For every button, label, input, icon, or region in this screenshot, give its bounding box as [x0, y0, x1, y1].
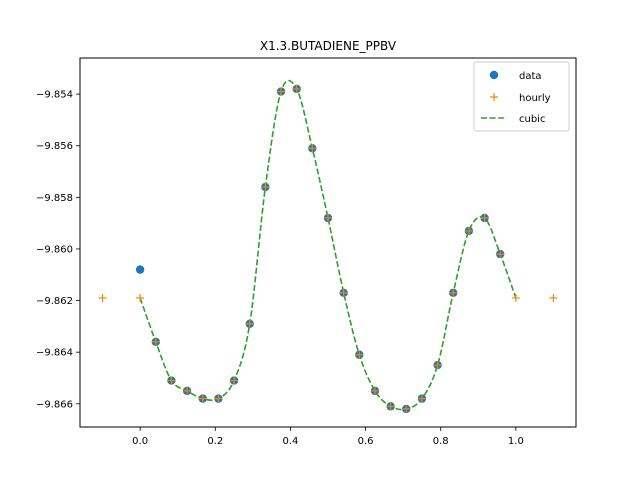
y-tick-label: −9.858	[36, 193, 73, 204]
y-tick-label: −9.854	[36, 90, 73, 101]
series-hourly-point	[433, 361, 442, 370]
y-tick-label: −9.860	[36, 244, 73, 255]
chart-title: X1.3.BUTADIENE_PPBV	[260, 39, 397, 53]
x-tick-label: 0.8	[433, 436, 449, 447]
series-hourly-point	[151, 337, 160, 346]
x-tick-label: 0.6	[358, 436, 374, 447]
legend-data-marker	[489, 70, 499, 80]
legend-hourly-marker	[490, 93, 498, 101]
series-hourly-point	[198, 394, 207, 403]
series-hourly-point	[496, 250, 505, 259]
y-tick-label: −9.862	[36, 296, 73, 307]
x-tick-label: 0.4	[282, 436, 298, 447]
x-tick-label: 0.2	[207, 436, 223, 447]
series-hourly-point	[277, 87, 286, 96]
series-hourly-point	[402, 404, 411, 413]
series-hourly-point	[355, 350, 364, 359]
legend-cubic-label: cubic	[519, 114, 545, 125]
series-hourly-point	[245, 319, 254, 328]
series-hourly-point	[480, 213, 489, 222]
x-tick-label: 0.0	[132, 436, 148, 447]
series-hourly-point	[261, 183, 270, 192]
series-hourly-point	[449, 288, 458, 297]
series-data-point	[135, 265, 145, 274]
series-hourly-point	[511, 293, 520, 302]
axes: 0.0 0.2 0.4 0.6 0.8 1.0 −9.866 −9.864 −9.862 −9.8…	[36, 57, 577, 447]
legend-data-label: data	[519, 71, 542, 82]
series-hourly-point	[370, 386, 379, 395]
series-hourly-point	[167, 376, 176, 385]
series-hourly-point	[230, 376, 239, 385]
legend-box	[473, 61, 570, 132]
series-hourly-point	[308, 144, 317, 153]
y-tick-label: −9.866	[36, 399, 73, 410]
legend-hourly-label: hourly	[519, 93, 551, 104]
y-tick-label: −9.864	[36, 348, 73, 359]
series-hourly-point	[549, 293, 558, 302]
series-hourly-point	[386, 402, 395, 411]
series-hourly-point	[324, 213, 332, 222]
y-tick-label: −9.856	[36, 141, 73, 152]
series-hourly-point	[417, 394, 426, 403]
series-hourly-point	[339, 288, 348, 297]
series-hourly-point	[136, 293, 145, 302]
series-hourly-point	[464, 226, 473, 235]
series-hourly-point	[98, 293, 107, 302]
x-tick-label: 1.0	[508, 436, 524, 447]
axes-frame	[79, 57, 577, 428]
series-hourly-point	[183, 386, 192, 395]
series-hourly-point	[214, 394, 223, 403]
series-hourly-point	[292, 84, 301, 93]
plot-area	[98, 79, 558, 414]
legend: data hourly cubic	[473, 61, 570, 132]
